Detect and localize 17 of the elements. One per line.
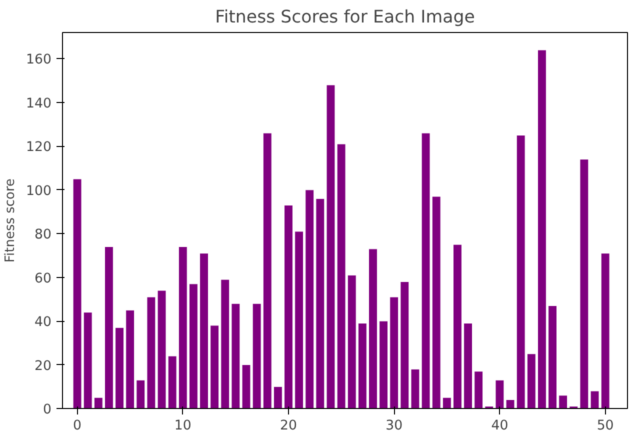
y-tick-label: 160 [26, 52, 52, 68]
y-tick-label: 140 [26, 96, 52, 112]
y-tick-label: 60 [34, 271, 52, 286]
y-tick-label: 40 [34, 315, 52, 330]
y-tick-label: 120 [26, 140, 52, 156]
x-tick-label: 50 [596, 418, 614, 432]
x-tick-label: 40 [491, 418, 508, 432]
x-tick-label: 30 [386, 418, 403, 432]
y-tick-label: 0 [43, 402, 52, 418]
x-tick-label: 0 [73, 418, 82, 432]
x-tick-label: 20 [280, 418, 297, 432]
y-tick-label: 100 [26, 184, 52, 199]
y-tick-label: 20 [34, 358, 52, 374]
y-axis-title: Fitness score [3, 178, 18, 263]
y-tick-label: 80 [34, 228, 52, 243]
chart-title: Fitness Scores for Each Image [215, 8, 475, 28]
x-tick-label: 10 [174, 418, 192, 432]
